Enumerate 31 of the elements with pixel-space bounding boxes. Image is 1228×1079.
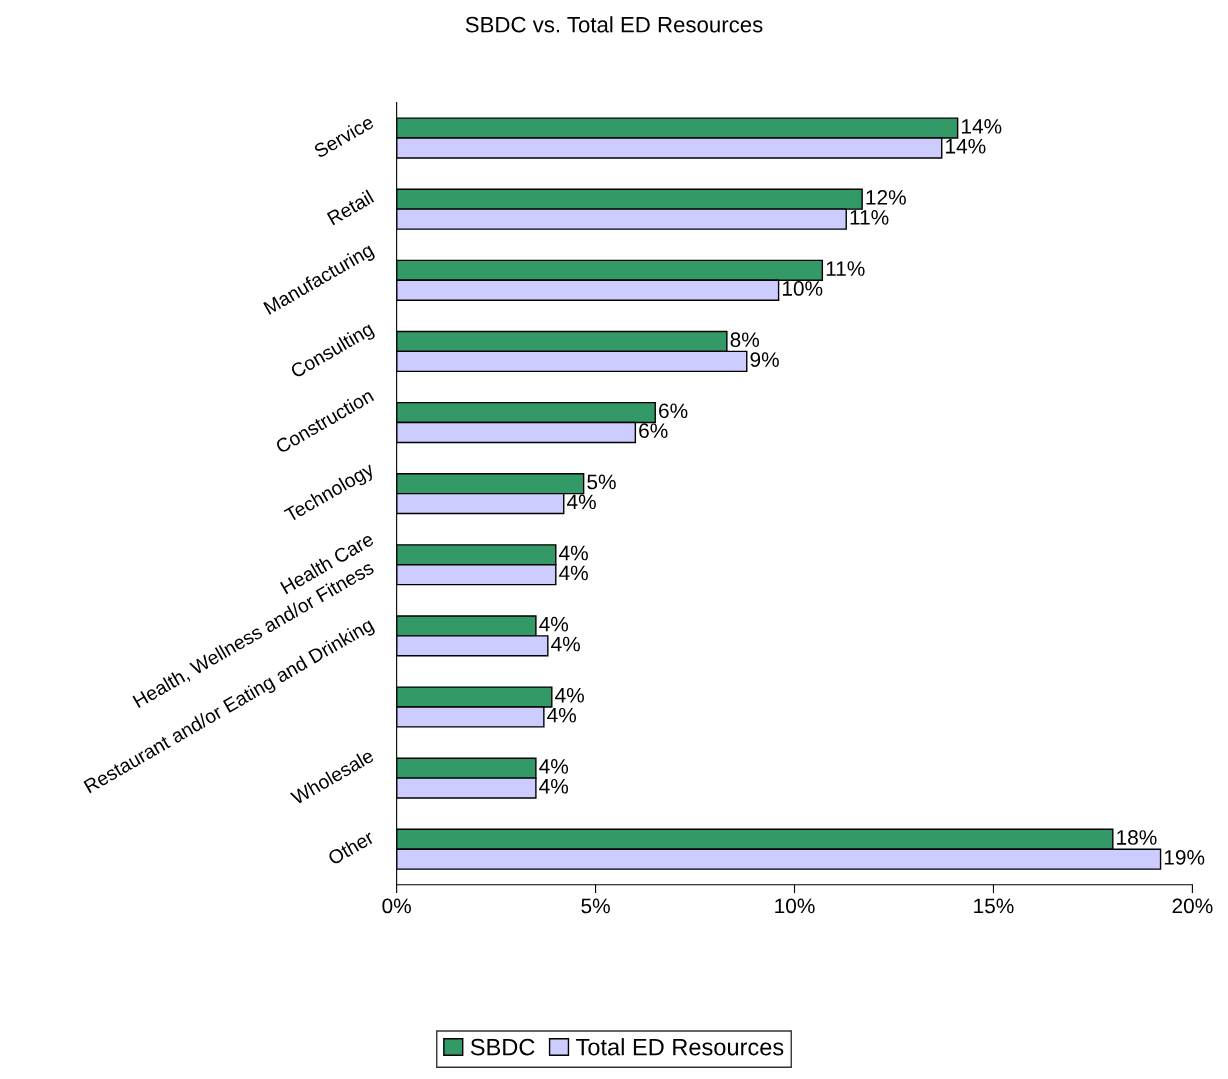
data-label: 8% xyxy=(730,332,760,348)
data-label: 6% xyxy=(639,423,668,439)
legend-label: Total ED Resources xyxy=(576,1038,784,1056)
data-label: 14% xyxy=(946,138,986,154)
data-label: 4% xyxy=(567,494,596,510)
legend-label: SBDC xyxy=(470,1038,535,1056)
data-label: 5% xyxy=(587,474,616,490)
data-label: 19% xyxy=(1164,850,1205,865)
data-label: 11% xyxy=(850,210,889,225)
x-tick-label: 15% xyxy=(974,898,1014,914)
x-tick-label: 10% xyxy=(775,898,815,914)
x-tick-label: 5% xyxy=(581,898,610,914)
data-label: 4% xyxy=(539,616,569,632)
data-label: 4% xyxy=(547,707,576,723)
data-label: 6% xyxy=(659,403,688,419)
data-label: 4% xyxy=(551,636,580,652)
data-label: 12% xyxy=(866,190,906,205)
data-label: 10% xyxy=(782,281,823,296)
data-label: 9% xyxy=(750,352,779,367)
data-label: 4% xyxy=(539,759,569,774)
data-label: 18% xyxy=(1117,830,1157,845)
x-tick-label: 20% xyxy=(1172,898,1213,914)
x-tick-label: 0% xyxy=(382,898,411,914)
data-label: 14% xyxy=(962,119,1002,134)
data-label: 4% xyxy=(555,687,584,703)
data-label: 4% xyxy=(559,545,588,561)
data-label: 4% xyxy=(559,565,588,581)
chart-title: SBDC vs. Total ED Resources xyxy=(465,16,763,33)
y-tick-label: Other xyxy=(326,829,375,866)
data-label: 11% xyxy=(826,261,865,276)
data-label: 4% xyxy=(539,778,569,794)
